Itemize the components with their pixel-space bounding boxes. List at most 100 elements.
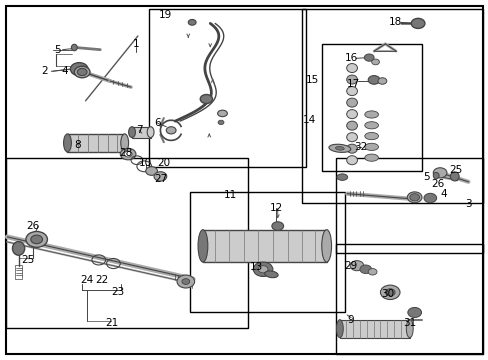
Ellipse shape [346,98,357,107]
Bar [339,320,409,338]
Circle shape [371,59,379,65]
Text: 8: 8 [74,140,81,150]
Ellipse shape [346,75,357,84]
Text: 7: 7 [136,125,142,135]
Ellipse shape [377,78,386,84]
Text: 24: 24 [80,275,94,285]
Circle shape [70,63,88,76]
Ellipse shape [346,144,357,153]
Circle shape [349,261,363,271]
Text: 27: 27 [153,174,167,184]
Text: 4: 4 [440,189,447,199]
Text: 5: 5 [422,172,429,182]
Bar [6,158,248,328]
Ellipse shape [364,122,378,129]
Circle shape [177,275,194,288]
Circle shape [124,151,132,157]
Circle shape [218,120,224,125]
Ellipse shape [198,230,207,262]
Text: 3: 3 [464,199,471,210]
Circle shape [120,148,136,160]
Circle shape [409,194,419,201]
Text: 16: 16 [344,53,357,63]
Ellipse shape [264,271,278,278]
Text: 14: 14 [302,114,315,125]
Ellipse shape [336,174,347,180]
Text: 17: 17 [346,78,359,89]
Bar [321,44,421,171]
Circle shape [188,19,196,25]
Ellipse shape [346,63,357,73]
Ellipse shape [321,230,331,262]
Text: 20: 20 [157,158,170,168]
Ellipse shape [12,242,24,255]
Text: 1: 1 [132,39,139,49]
Text: 11: 11 [224,190,237,200]
Ellipse shape [410,18,424,28]
Bar [149,9,305,167]
Ellipse shape [432,172,438,179]
Ellipse shape [364,154,378,161]
Text: 25: 25 [448,165,462,175]
Bar [336,158,482,253]
Ellipse shape [346,110,357,119]
Text: 18: 18 [387,17,401,27]
Ellipse shape [121,134,128,152]
Bar [15,265,22,279]
Circle shape [258,266,267,273]
Text: 10: 10 [139,158,152,168]
Text: 32: 32 [353,142,367,152]
Ellipse shape [71,44,77,51]
Circle shape [380,285,399,300]
Ellipse shape [364,132,378,140]
Ellipse shape [364,143,378,150]
Circle shape [385,289,394,296]
Text: 26: 26 [430,179,444,189]
Ellipse shape [346,133,357,142]
Text: 28: 28 [119,148,133,158]
Ellipse shape [147,127,154,138]
Bar [132,127,150,138]
Ellipse shape [346,121,357,130]
Ellipse shape [364,111,378,118]
Ellipse shape [63,134,71,152]
Circle shape [145,167,157,175]
Ellipse shape [128,127,135,138]
Circle shape [31,235,42,244]
Circle shape [253,262,272,276]
Text: 19: 19 [158,10,172,20]
Ellipse shape [346,86,357,95]
Text: 31: 31 [402,318,416,328]
Bar [336,244,482,354]
Circle shape [432,168,446,178]
Circle shape [77,68,87,76]
Text: 30: 30 [380,289,393,300]
Circle shape [367,76,379,84]
Circle shape [154,172,166,181]
Bar [189,192,344,312]
Text: 23: 23 [111,287,125,297]
Ellipse shape [328,144,350,152]
Text: 2: 2 [41,66,48,76]
Bar [203,230,326,262]
Circle shape [364,54,373,61]
Text: 4: 4 [61,66,68,76]
Circle shape [271,222,283,230]
Text: 9: 9 [347,315,354,325]
Bar [67,134,124,152]
Ellipse shape [346,156,357,165]
Ellipse shape [367,269,376,275]
Circle shape [26,231,47,247]
Circle shape [407,307,421,318]
Text: 21: 21 [104,318,118,328]
Text: 13: 13 [249,262,263,272]
Ellipse shape [217,110,227,117]
Circle shape [359,265,371,274]
Text: 25: 25 [21,255,35,265]
Circle shape [182,279,189,284]
Text: 26: 26 [26,221,40,231]
Ellipse shape [449,172,458,181]
Ellipse shape [335,147,344,150]
Ellipse shape [407,192,421,203]
Circle shape [166,127,176,134]
